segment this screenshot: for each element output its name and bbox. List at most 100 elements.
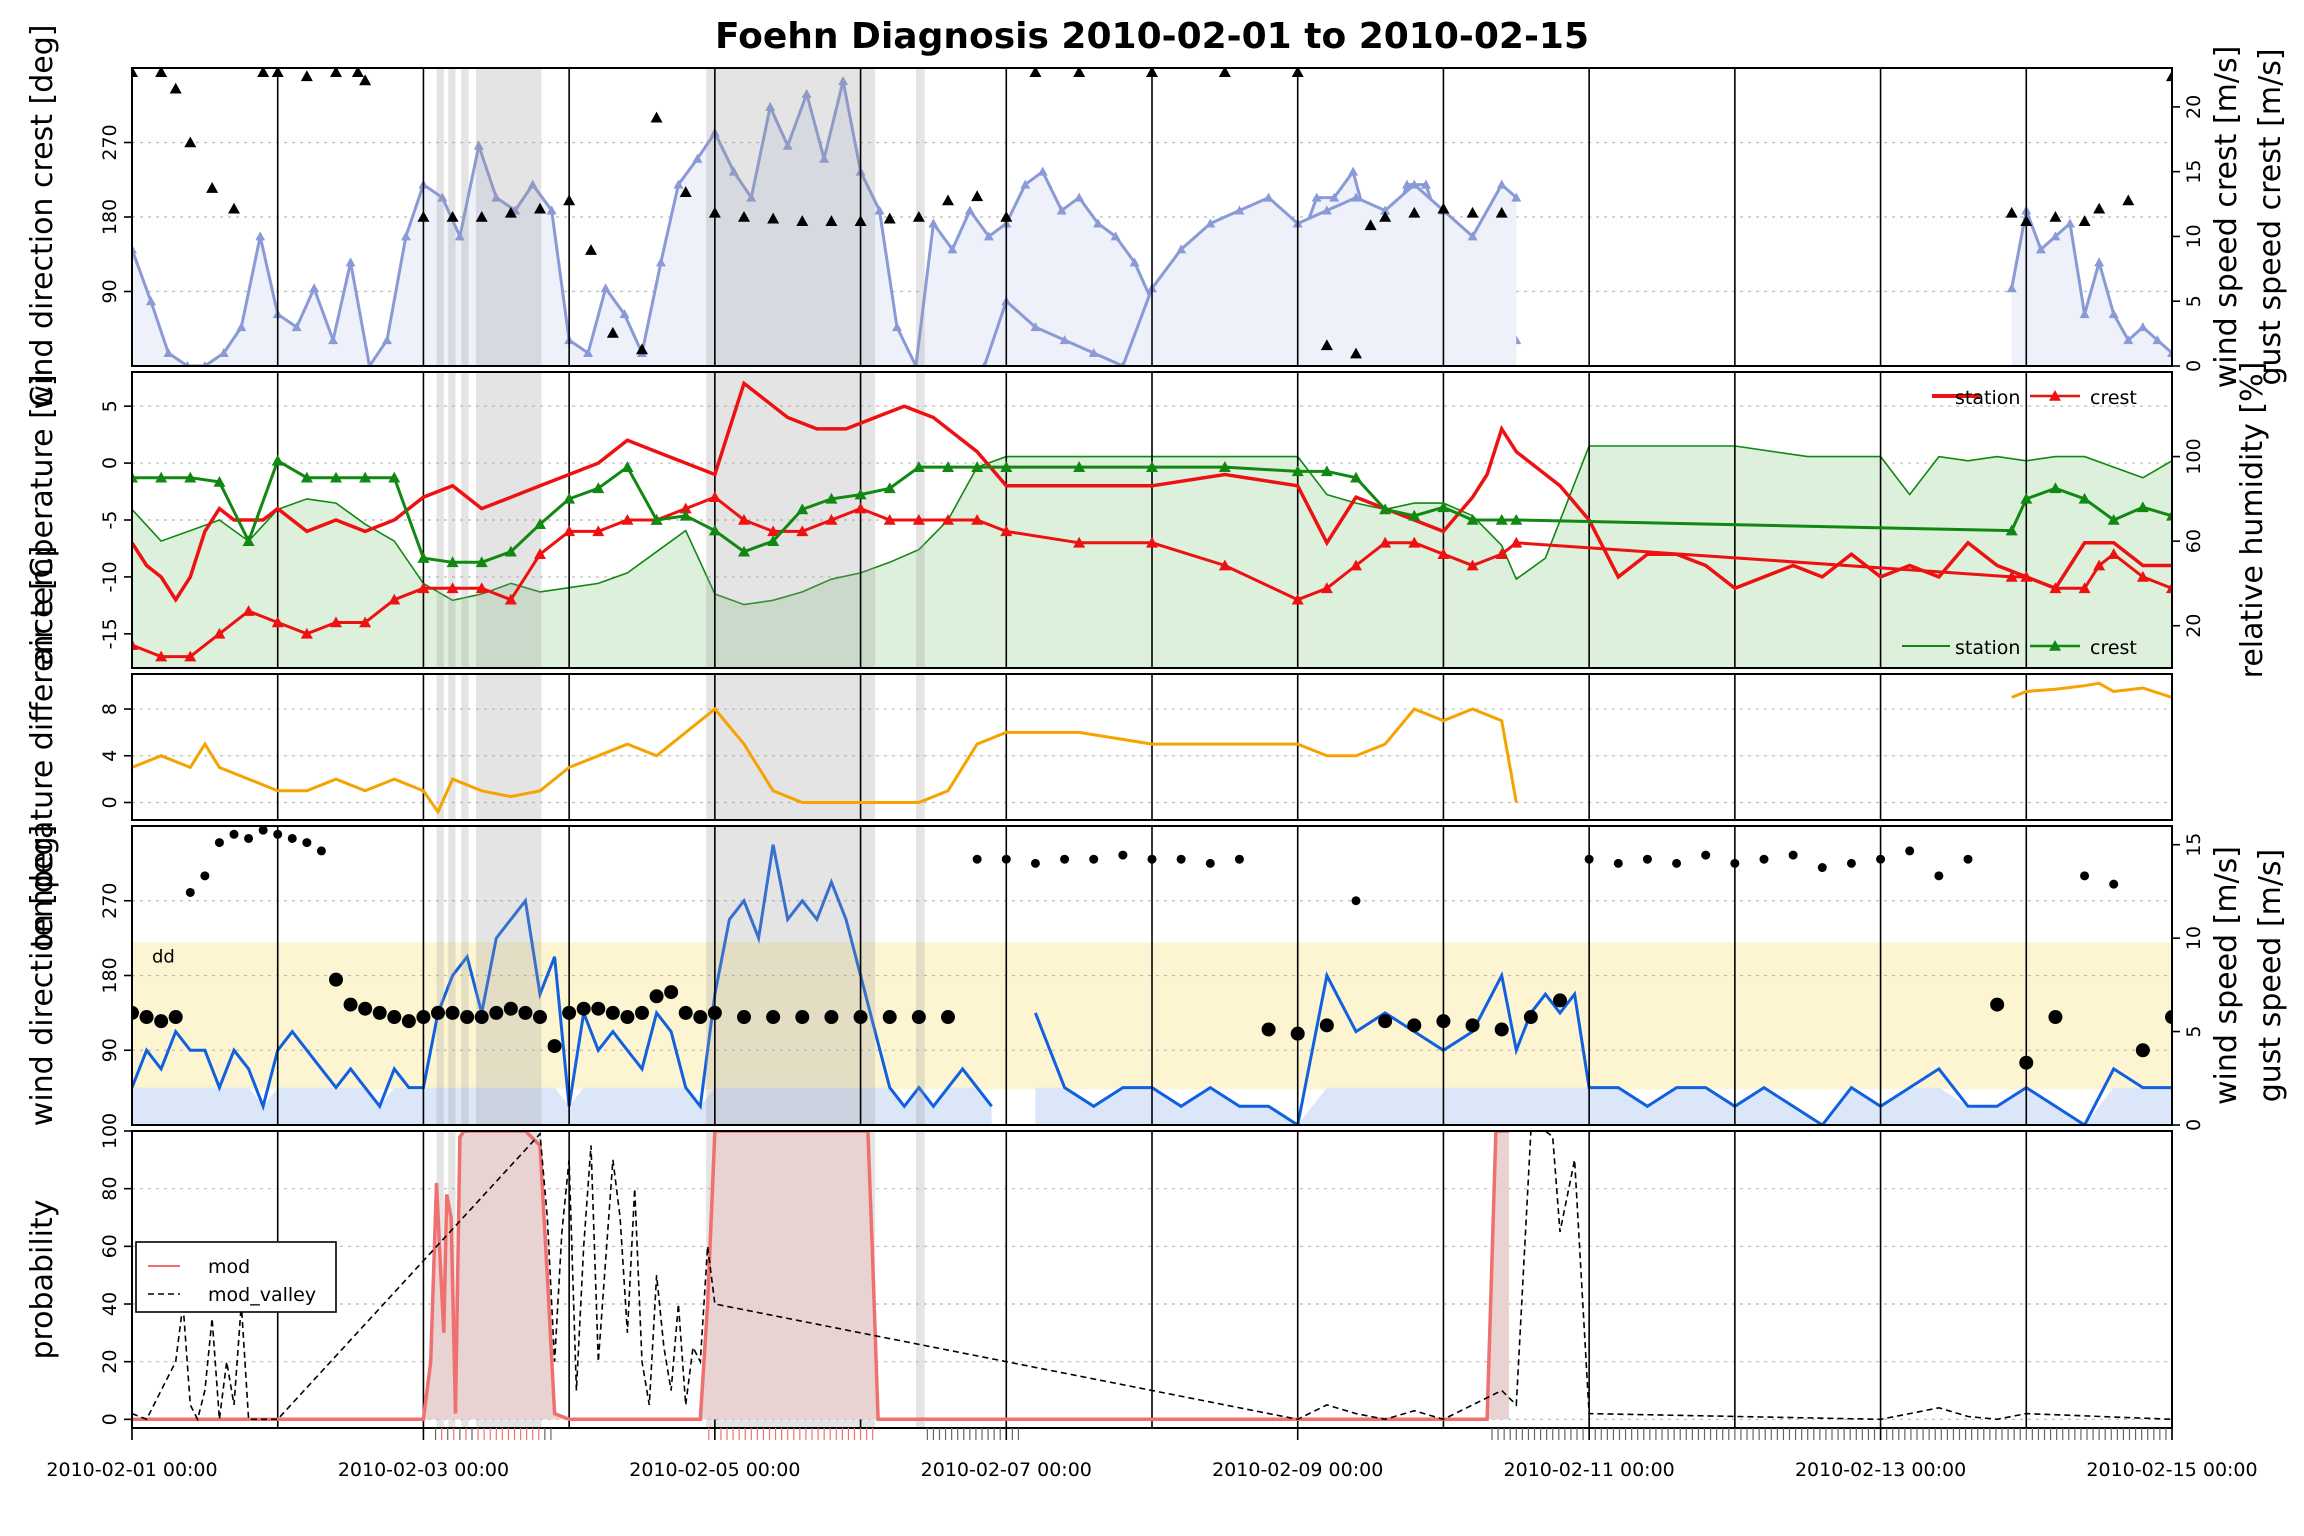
crest-speed-point [382,335,392,345]
y2-tick-label: 0 [2183,1119,2205,1131]
legend-humidity: station crest [1902,637,2137,659]
rh-crest-point [2020,492,2033,504]
temp-crest-point [738,514,750,525]
y-tick-label: 0 [99,796,121,808]
rh-crest-point [359,471,372,483]
temp-crest-point [1350,559,1362,571]
rh-crest-point [213,475,226,487]
crest-direction-point [184,136,197,148]
valley-direction-point [1788,850,1798,860]
crest-speed-point [2108,309,2119,319]
crest-speed-point [309,283,320,293]
rh-crest-point [1408,509,1421,521]
panel-valley_wind: 90 180 270 0 5 10 15 wind direction [deg] wind s… [25,825,2288,1131]
temp-crest-point [1000,525,1013,537]
temp-crest-point [563,525,576,537]
valley-direction-point [1963,854,1973,864]
temp-crest-point [767,525,780,537]
valley-direction-point [635,1005,649,1020]
y-tick-label: 180 [99,957,121,993]
y-tick-label: 270 [99,883,121,919]
valley-direction-point [941,1010,955,1025]
foehn-period-shade [448,674,456,820]
valley-direction-point [2165,1010,2172,1025]
valley-direction-point [591,1001,606,1016]
crest-direction-point [679,186,692,197]
foehn-period-shade [461,674,469,820]
crest-direction-point [330,68,342,77]
temp-crest-point [1073,536,1086,548]
temp-crest-point [1408,536,1421,548]
y2-tick-label: 15 [2183,160,2205,184]
rh-crest-point [504,545,517,557]
crest-speed-point [1056,205,1067,215]
valley-direction-point [1001,854,1011,864]
crest-direction-point [2020,215,2033,226]
y-axis-label: air temperature [C] [25,374,60,665]
valley-direction-point [1494,1022,1509,1037]
y2-tick-label: 10 [2183,926,2205,950]
temp-crest-point [1466,559,1479,571]
valley-direction-point [795,1010,810,1025]
crest-direction-point [1146,68,1158,77]
crest-speed-point [583,348,594,358]
crest-speed-point [184,361,191,366]
temp-station-line [132,380,2172,603]
temp-crest-point [417,582,430,594]
panels: 90 180 270 0 5 10 15 20 wind direction crest [de… [25,25,2288,1481]
foehn-period-shade [915,1131,925,1428]
valley-speed-line [1034,970,2172,1125]
valley-direction-point [562,1005,577,1020]
crest-direction-point [475,211,488,222]
rh-crest-point [1495,514,1508,525]
temp-crest-point [184,650,197,662]
valley-speed-area [132,1087,992,1125]
crest-speed-point [964,205,975,215]
valley-direction-point [664,985,679,1000]
temp-crest-point [2049,582,2062,594]
foehn-period-shade [475,674,542,820]
legend-rh-station-label: station [1955,637,2020,659]
crest-speed-point [913,361,919,366]
crest-speed-point [491,192,502,202]
foehn-period-shade [448,372,456,668]
valley-direction-point [649,989,664,1004]
crest-speed-point [437,192,448,202]
y2-tick-label: 15 [2183,833,2205,857]
crest-direction-point [1291,68,1304,77]
rh-crest-point [1437,501,1450,513]
valley-direction-point [2080,871,2090,881]
crest-direction-point [228,202,240,214]
crest-speed-point [892,322,902,332]
valley-direction-point [1846,858,1856,868]
crest-speed-point [473,140,484,150]
crest-direction-point [534,202,546,214]
plot-area-crest_wind [132,68,2172,366]
crest-speed-point [218,348,229,358]
y2-tick-label: 5 [2183,295,2205,307]
rh-crest-point [132,471,138,483]
crest-speed-point [1311,192,1322,202]
temp-crest-point [2166,582,2172,594]
valley-direction-point [229,829,239,839]
rh-crest-point [2107,514,2120,525]
rh-crest-point [1466,514,1479,525]
crest-speed-point [366,361,373,366]
valley-direction-point [431,1005,445,1020]
crest-direction-point [2122,194,2135,206]
temp-crest-point [155,650,168,662]
crest-direction-point [2005,206,2018,218]
crest-speed-point [838,75,849,85]
temp-crest-point [2005,570,2018,582]
crest-direction-point [257,68,270,77]
valley-direction-point [2135,1043,2150,1058]
panel-crest_wind: 90 180 270 0 5 10 15 20 wind direction crest [de… [25,25,2288,410]
rh-crest-point [563,492,576,504]
x-tick-label: 2010-02-07 00:00 [921,1459,1092,1481]
crest-direction-point [2049,211,2062,222]
crest-direction-point [2078,215,2091,226]
crest-direction-point [1495,206,1508,218]
rh-crest-point [446,556,459,568]
temp-crest-point [1437,548,1450,559]
valley-direction-point [911,1010,926,1025]
